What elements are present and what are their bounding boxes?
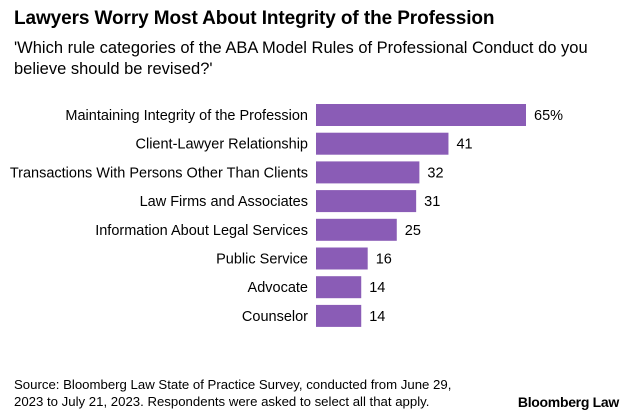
category-label: Public Service: [216, 252, 308, 268]
bar: [316, 104, 526, 126]
chart-subtitle: 'Which rule categories of the ABA Model …: [14, 39, 588, 78]
value-label: 31: [424, 194, 440, 210]
value-label: 41: [456, 137, 472, 153]
bar: [316, 247, 368, 270]
bar: [316, 190, 417, 213]
category-label: Law Firms and Associates: [140, 194, 308, 210]
value-label: 14: [369, 280, 385, 296]
bar: [316, 276, 362, 299]
category-label: Maintaining Integrity of the Profession: [65, 108, 308, 124]
value-label: 16: [376, 252, 392, 268]
value-label: 65%: [534, 108, 563, 124]
category-label: Information About Legal Services: [95, 223, 308, 239]
bar: [316, 304, 362, 327]
chart-title: Lawyers Worry Most About Integrity of th…: [14, 8, 495, 29]
category-label: Transactions With Persons Other Than Cli…: [10, 165, 308, 181]
category-label: Counselor: [242, 309, 308, 325]
source-note: Source: Bloomberg Law State of Practice …: [14, 377, 452, 409]
value-label: 32: [427, 165, 443, 181]
bar: [316, 132, 449, 155]
bar: [316, 161, 420, 184]
value-label: 14: [369, 309, 385, 325]
category-label: Advocate: [248, 280, 308, 296]
bar: [316, 218, 397, 241]
category-label: Client-Lawyer Relationship: [136, 137, 308, 153]
brand-logo: Bloomberg Law: [517, 394, 619, 410]
value-label: 25: [405, 223, 421, 239]
